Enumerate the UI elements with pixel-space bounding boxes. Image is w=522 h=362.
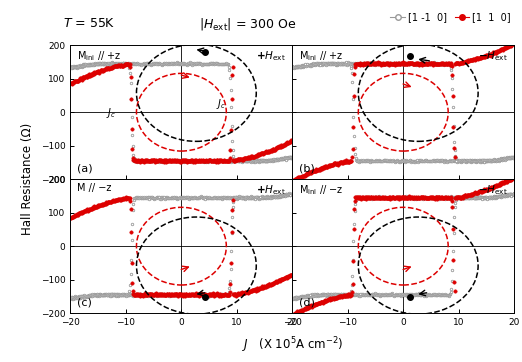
Text: (b): (b) [299,164,315,174]
Text: M$_{\rm ini}$ // +z: M$_{\rm ini}$ // +z [77,49,122,63]
Text: (c): (c) [77,298,92,308]
Text: (d): (d) [299,298,315,308]
Text: +$H_{\rm ext}$: +$H_{\rm ext}$ [256,183,286,197]
Text: −$H_{\rm ext}$: −$H_{\rm ext}$ [478,183,507,197]
Text: M$_{\rm ini}$ // +z: M$_{\rm ini}$ // +z [299,49,343,63]
Text: $T$ = 55K: $T$ = 55K [63,17,115,30]
Text: −$H_{\rm ext}$: −$H_{\rm ext}$ [478,49,507,63]
Text: $J$   (X 10$^5$A cm$^{-2}$): $J$ (X 10$^5$A cm$^{-2}$) [242,335,343,355]
Text: Hall Resistance (Ω): Hall Resistance (Ω) [21,123,34,235]
Text: +$H_{\rm ext}$: +$H_{\rm ext}$ [256,49,286,63]
Text: $J_c$: $J_c$ [216,97,227,111]
Text: M$_{\rm ini}$ // −z: M$_{\rm ini}$ // −z [299,183,343,197]
Text: $J_c$: $J_c$ [106,106,116,119]
Legend: [1 -1  0], [1  1  0]: [1 -1 0], [1 1 0] [386,8,515,26]
Text: (a): (a) [77,164,93,174]
Text: $|H_\mathrm{ext}|$ = 300 Oe: $|H_\mathrm{ext}|$ = 300 Oe [199,16,296,31]
Text: M // −z: M // −z [77,183,112,193]
